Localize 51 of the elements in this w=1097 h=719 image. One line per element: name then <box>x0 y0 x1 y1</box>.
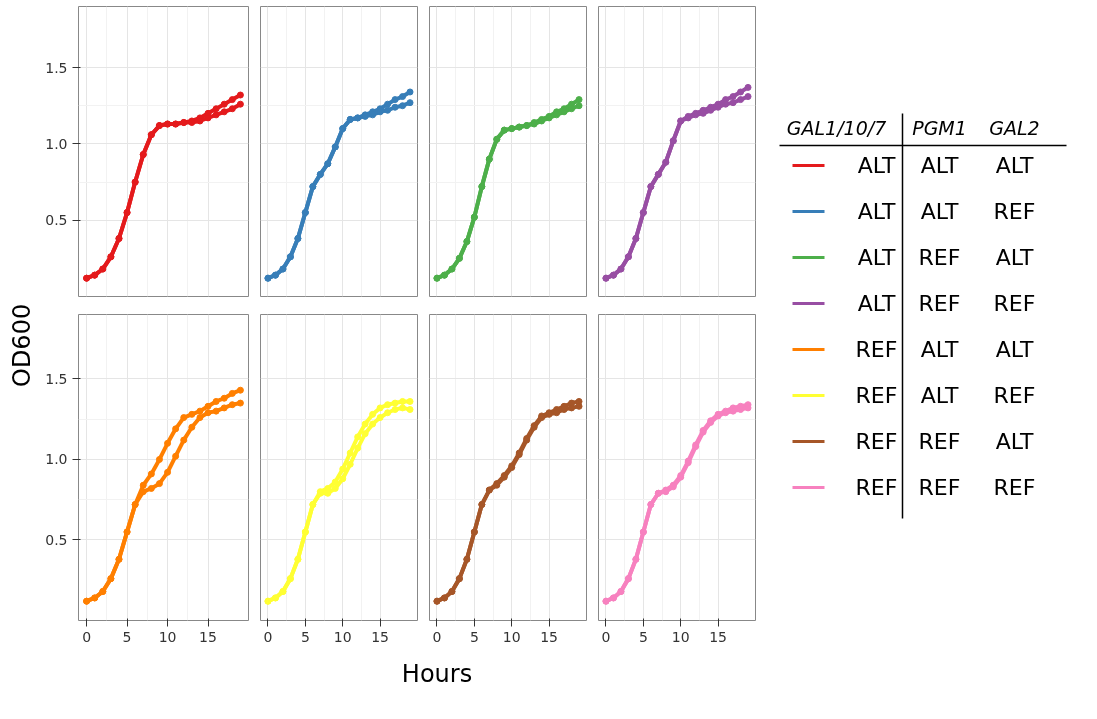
text: ALT <box>920 383 959 408</box>
text: ALT <box>995 429 1034 454</box>
text: REF <box>993 475 1036 500</box>
text: GAL2 <box>989 116 1040 139</box>
x-tick-label: 5 <box>469 628 479 645</box>
text: REF <box>993 383 1036 408</box>
x-tick-label: 0 <box>263 628 273 645</box>
x-tick-label: 10 <box>671 628 690 645</box>
x-axis-title: Hours <box>401 659 473 690</box>
text: ALT <box>857 199 896 224</box>
y-tick-label: 1.5 <box>45 370 68 387</box>
x-tick-label: 15 <box>709 628 728 645</box>
x-tick-label: 5 <box>638 628 648 645</box>
y-tick-label: 0.5 <box>45 212 68 229</box>
text: REF <box>993 199 1036 224</box>
text: ALT <box>857 153 896 178</box>
x-tick-label: 5 <box>122 628 132 645</box>
text: REF <box>918 475 961 500</box>
text: REF <box>918 245 961 270</box>
text: REF <box>855 475 898 500</box>
text: REF <box>993 291 1036 316</box>
y-tick-label: 1.0 <box>45 451 68 468</box>
text: ALT <box>995 337 1034 362</box>
text: ALT <box>857 291 896 316</box>
x-tick-label: 10 <box>158 628 177 645</box>
text: ALT <box>920 337 959 362</box>
text: GAL1/10/7 <box>786 116 887 139</box>
text: REF <box>855 429 898 454</box>
x-tick-label: 5 <box>300 628 310 645</box>
y-tick-label: 1.0 <box>45 135 68 152</box>
x-tick-label: 0 <box>601 628 611 645</box>
x-tick-label: 15 <box>371 628 390 645</box>
x-tick-label: 10 <box>502 628 521 645</box>
text: REF <box>855 383 898 408</box>
x-tick-label: 15 <box>199 628 217 645</box>
text: ALT <box>995 153 1034 178</box>
text: REF <box>855 337 898 362</box>
x-tick-label: 10 <box>333 628 352 645</box>
y-axis-title: OD600 <box>7 303 37 387</box>
text: REF <box>918 429 961 454</box>
text: ALT <box>920 153 959 178</box>
text: PGM1 <box>912 116 967 139</box>
text: ALT <box>857 245 896 270</box>
x-tick-label: 15 <box>540 628 559 645</box>
text: REF <box>918 291 961 316</box>
x-tick-label: 0 <box>82 628 92 645</box>
text: ALT <box>995 245 1034 270</box>
x-tick-label: 0 <box>432 628 442 645</box>
y-tick-label: 0.5 <box>45 531 68 548</box>
y-tick-label: 1.5 <box>45 59 68 76</box>
text: ALT <box>920 199 959 224</box>
